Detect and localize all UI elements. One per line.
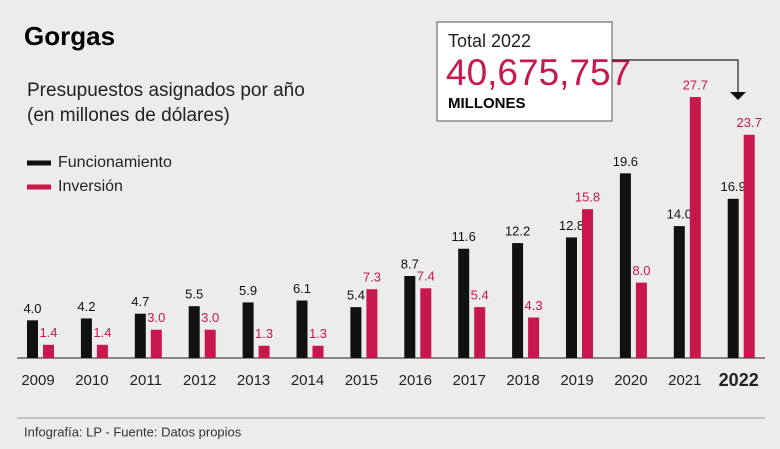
callout-box	[436, 21, 613, 122]
bar	[727, 198, 739, 358]
value-label: 1.4	[39, 325, 57, 340]
bar	[312, 345, 324, 358]
bar	[366, 289, 378, 358]
bar	[743, 134, 755, 358]
bar	[258, 345, 270, 358]
legend-label: Funcionamiento	[58, 154, 172, 171]
bar	[404, 276, 416, 358]
bar	[566, 237, 577, 358]
bar	[80, 318, 92, 358]
value-label: 16.9	[721, 179, 746, 194]
value-label: 15.8	[575, 190, 600, 205]
value-label: 12.8	[559, 218, 584, 233]
x-tick-label: 2014	[291, 372, 324, 389]
value-label: 6.1	[293, 281, 311, 296]
value-label: 5.5	[185, 287, 203, 302]
value-label: 19.6	[613, 154, 638, 169]
value-label: 23.7	[737, 115, 762, 130]
value-label: 4.2	[77, 299, 95, 314]
value-label: 1.4	[93, 325, 111, 340]
value-label: 12.2	[505, 224, 530, 239]
value-label: 7.3	[363, 270, 381, 285]
bar	[96, 344, 108, 358]
x-tick-label: 2020	[614, 372, 647, 389]
value-label: 5.4	[347, 288, 365, 303]
value-label: 8.7	[401, 256, 419, 271]
x-tick-label: 2017	[453, 372, 486, 389]
value-label: 8.0	[632, 263, 650, 278]
bar	[673, 226, 685, 358]
x-tick-label: 2019	[560, 372, 593, 389]
x-tick-label: 2022	[719, 370, 759, 390]
value-label: 5.4	[471, 288, 489, 303]
value-label: 4.7	[131, 294, 149, 309]
source: Infografía: LP - Fuente: Datos propios	[24, 424, 242, 439]
legend-label: Inversión	[58, 178, 123, 195]
bar	[242, 302, 254, 358]
value-label: 4.0	[23, 301, 41, 316]
bar	[512, 243, 524, 358]
x-tick-label: 2021	[668, 372, 701, 389]
bar	[43, 344, 54, 358]
value-label: 3.0	[201, 310, 219, 325]
value-label: 7.4	[417, 269, 435, 284]
x-tick-label: 2015	[345, 372, 378, 389]
chart-title: Gorgas	[24, 21, 115, 51]
bar	[474, 307, 486, 358]
bar	[528, 317, 540, 358]
value-label: 4.3	[525, 298, 543, 313]
chart-subtitle: (en millones de dólares)	[27, 105, 230, 126]
x-tick-label: 2012	[183, 372, 216, 389]
value-label: 14.0	[667, 207, 692, 222]
bar	[150, 329, 162, 358]
bar	[27, 320, 38, 358]
bar	[458, 248, 470, 358]
bar	[420, 288, 432, 358]
callout-value: 40,675,757	[446, 52, 631, 93]
x-tick-label: 2009	[21, 372, 54, 389]
callout-unit: MILLONES	[448, 95, 526, 112]
bar	[582, 209, 593, 358]
value-label: 27.7	[683, 78, 708, 93]
x-tick-label: 2010	[75, 372, 108, 389]
x-tick-label: 2016	[399, 372, 432, 389]
callout-label: Total 2022	[448, 31, 531, 51]
chart-subtitle: Presupuestos asignados por año	[27, 80, 305, 101]
bar	[296, 300, 308, 358]
value-label: 5.9	[239, 283, 257, 298]
bar	[188, 306, 200, 358]
value-label: 11.6	[452, 229, 476, 244]
bar	[635, 282, 647, 358]
bar	[350, 307, 362, 358]
x-tick-label: 2011	[130, 372, 162, 389]
callout-arrow	[612, 59, 739, 92]
value-label: 3.0	[147, 310, 165, 325]
bar	[619, 173, 631, 358]
bar	[204, 329, 216, 358]
bar	[134, 313, 146, 358]
x-tick-label: 2018	[506, 372, 539, 389]
value-label: 1.3	[255, 326, 273, 341]
arrow-head	[730, 92, 746, 100]
bar	[689, 97, 701, 358]
value-label: 1.3	[309, 326, 327, 341]
x-tick-label: 2013	[237, 372, 270, 389]
